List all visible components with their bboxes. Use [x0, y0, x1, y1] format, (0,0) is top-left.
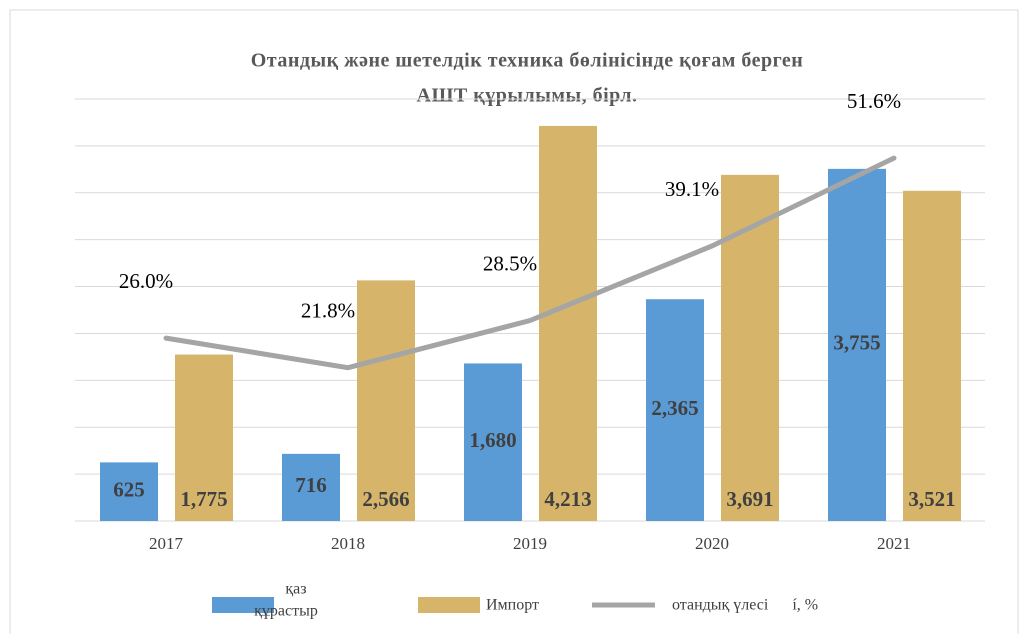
bar — [721, 174, 779, 522]
bar — [828, 168, 886, 521]
x-tick-label: 2017 — [149, 534, 184, 553]
legend-label: отандық үлесі í, % — [672, 597, 818, 614]
legend-swatch — [418, 597, 480, 613]
bar-label: 3,691 — [726, 487, 773, 511]
bar — [464, 363, 522, 521]
bar — [175, 354, 233, 521]
line-label: 51.6% — [847, 89, 901, 113]
x-tick-label: 2021 — [877, 534, 911, 553]
bar-label: 2,566 — [362, 487, 409, 511]
bar-label: 3,755 — [833, 331, 880, 355]
bar-label: 2,365 — [651, 396, 698, 420]
line — [163, 155, 897, 371]
bar — [357, 280, 415, 521]
legend-swatch — [212, 597, 274, 613]
line-label: 26.0% — [119, 269, 173, 293]
x-tick-label: 2019 — [513, 534, 547, 553]
line-label: 28.5% — [483, 251, 537, 275]
legend-label: қаз — [285, 581, 306, 598]
x-tick-label: 2020 — [695, 534, 729, 553]
legend-label: құрастыр — [254, 603, 318, 620]
legend-label: Импорт — [486, 597, 539, 614]
x-tick-label: 2018 — [331, 534, 365, 553]
bar — [539, 125, 597, 522]
bar-label: 1,680 — [469, 428, 516, 452]
line-label: 21.8% — [301, 298, 355, 322]
line-label: 39.1% — [665, 177, 719, 201]
bar-label: 1,775 — [180, 487, 227, 511]
bar-label: 3,521 — [908, 487, 955, 511]
chart-title: АШТ құрылымы, бірл. — [417, 85, 638, 107]
bar-label: 4,213 — [544, 487, 591, 511]
bar-label: 625 — [113, 478, 145, 502]
bar — [903, 190, 961, 521]
bar — [646, 299, 704, 521]
bar — [100, 462, 158, 521]
chart-title: Отандық және шетелдік техника бөлінісінд… — [251, 50, 804, 72]
bar — [282, 453, 340, 521]
bar-label: 716 — [295, 473, 327, 497]
